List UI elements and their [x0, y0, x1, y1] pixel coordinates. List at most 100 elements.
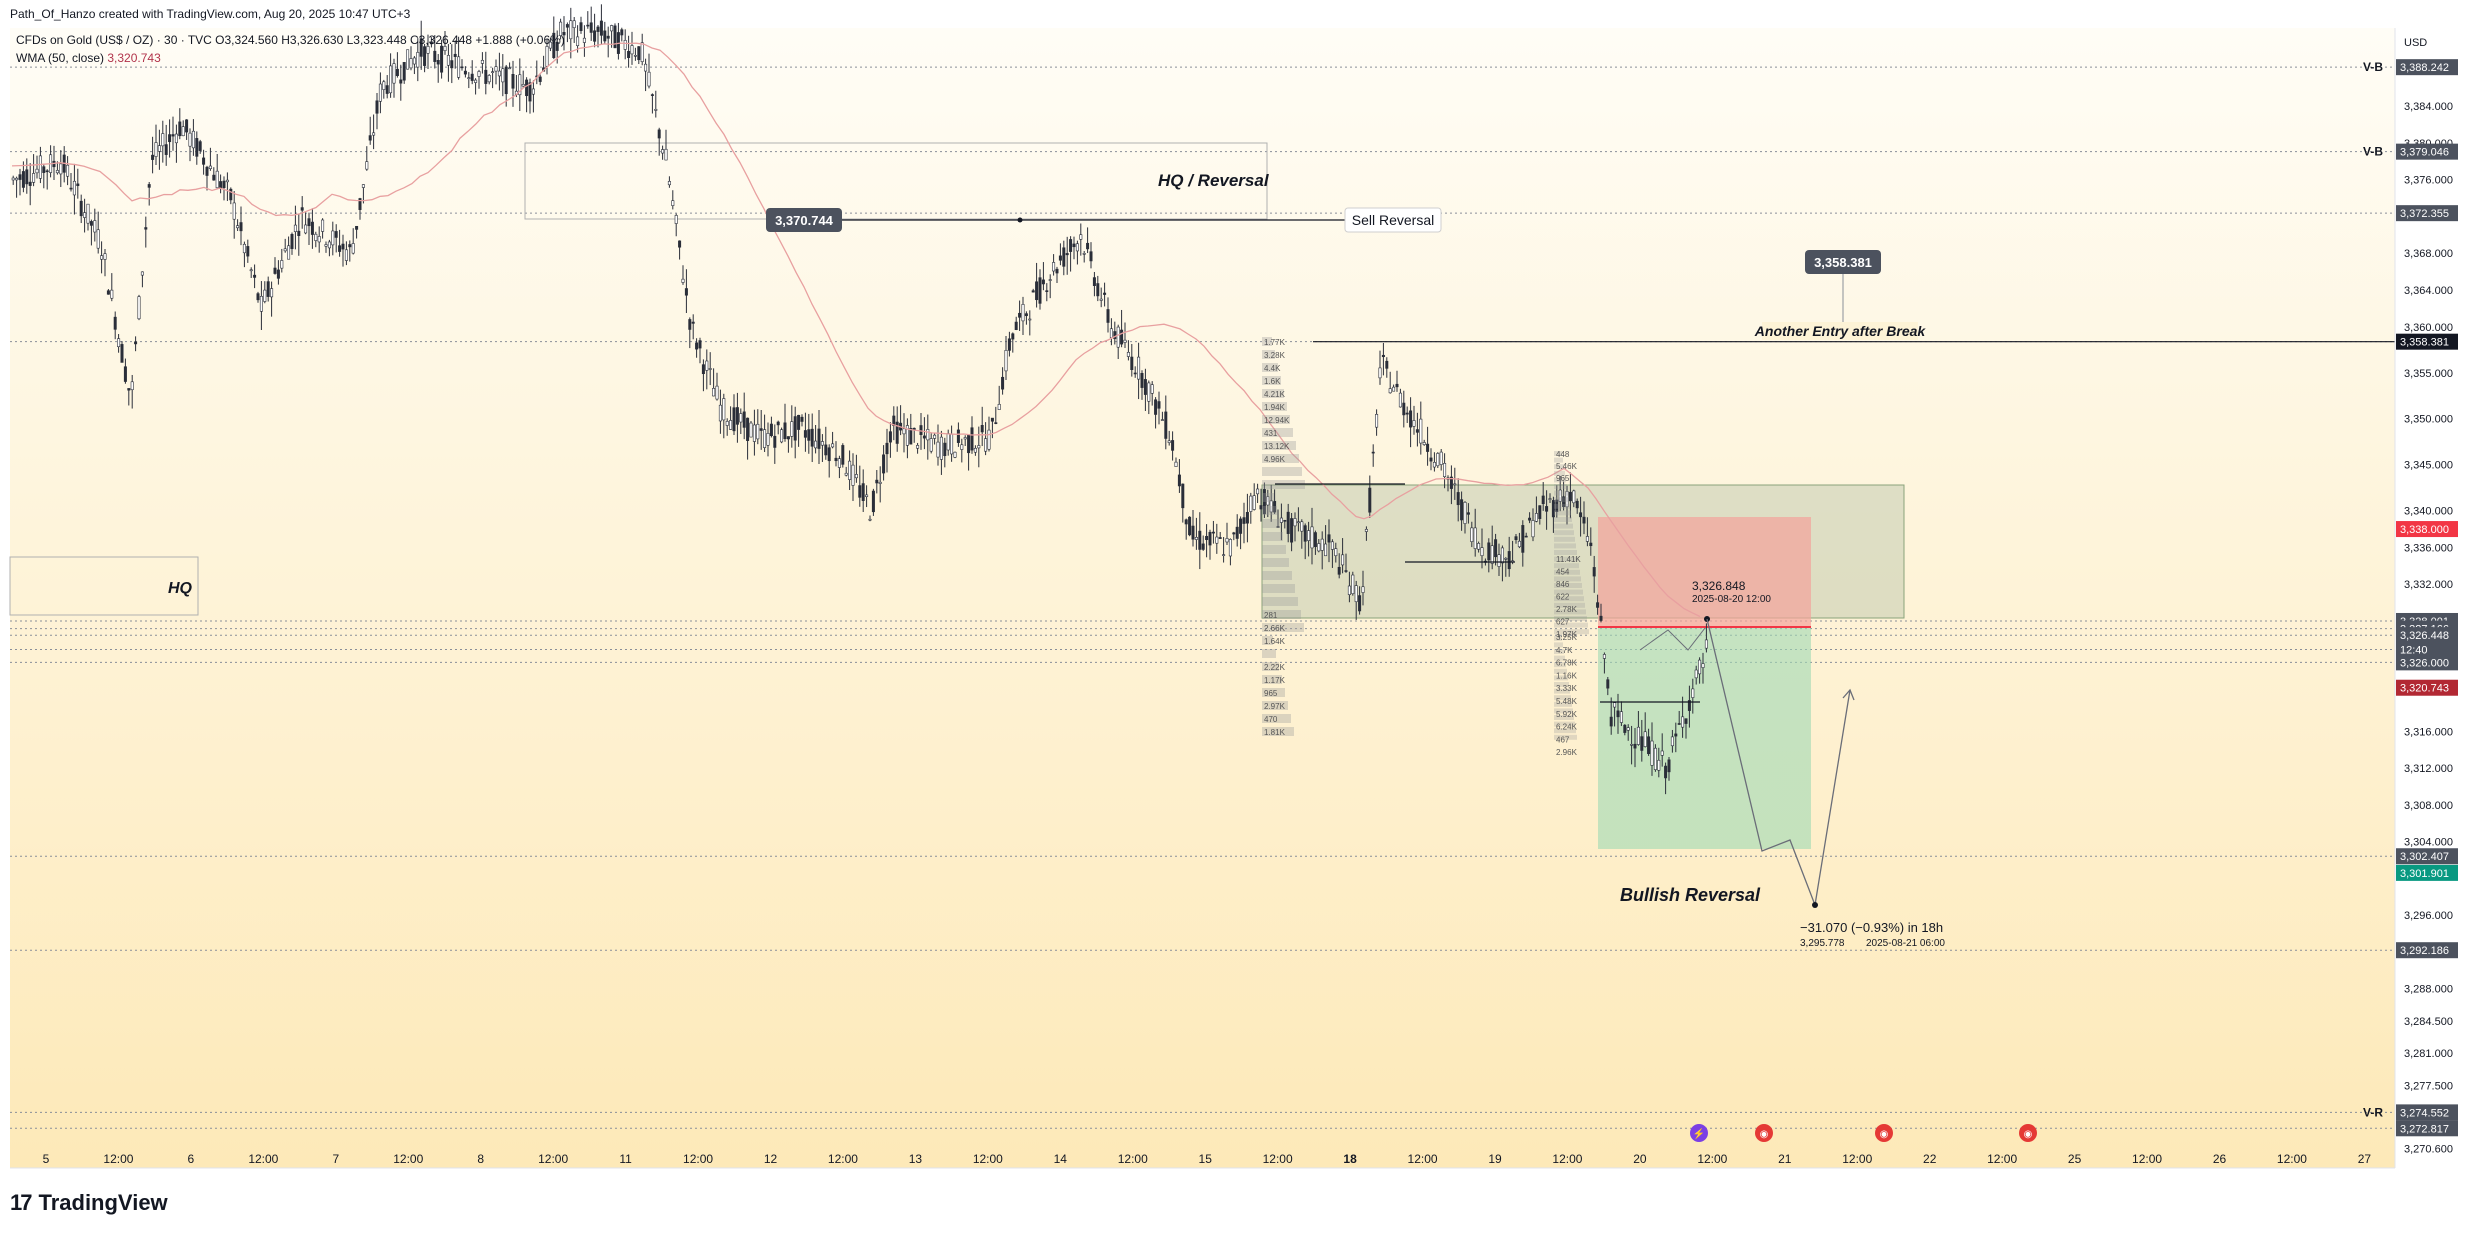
sell-price-tag — [766, 208, 842, 232]
candle-body — [589, 22, 593, 33]
candle-body — [596, 26, 600, 32]
candle-body — [627, 50, 631, 58]
volume-profile-label: 6.78K — [1556, 659, 1578, 668]
candle-body — [790, 421, 794, 437]
candle-body — [973, 447, 977, 453]
candle-body — [623, 40, 627, 50]
candle-body — [1160, 419, 1164, 421]
candle-body — [1028, 318, 1032, 321]
candle-body — [793, 416, 797, 441]
candle-body — [1279, 517, 1283, 523]
candle-body — [1473, 527, 1477, 549]
candle-body — [1422, 442, 1426, 445]
candle-body — [1432, 462, 1436, 468]
candle-body — [198, 141, 202, 151]
volume-profile-bar — [1554, 655, 1565, 661]
candle-body — [871, 490, 875, 513]
time-tick-label: 12 — [764, 1152, 778, 1166]
candle-body — [732, 407, 736, 432]
price-tag-label: 3,292.186 — [2400, 945, 2449, 957]
candle-body — [232, 202, 236, 220]
candle-body — [137, 296, 141, 320]
volume-profile-label: 1.17K — [1264, 676, 1286, 685]
candle-body — [1517, 540, 1521, 548]
candle-body — [1201, 543, 1205, 550]
volume-profile-bar — [1554, 602, 1585, 608]
candle-body — [885, 442, 889, 455]
candle-body — [1188, 516, 1192, 536]
candle-body — [1041, 279, 1045, 285]
volume-profile-bar — [1554, 662, 1566, 668]
candle-body — [208, 165, 212, 169]
candle-body — [144, 227, 148, 230]
candle-body — [1079, 234, 1083, 240]
price-tick-label: 3,281.000 — [2404, 1048, 2453, 1060]
candle-body — [1538, 505, 1542, 519]
projection-label: −31.070 (−0.93%) in 18h — [1800, 920, 1943, 935]
volume-profile-label: 1.64K — [1264, 637, 1286, 646]
candle-body — [83, 212, 87, 218]
candle-body — [1375, 414, 1379, 428]
price-tag — [2396, 641, 2458, 658]
candle-body — [1585, 536, 1589, 542]
candle-body — [273, 267, 277, 274]
candle-body — [1222, 554, 1226, 556]
candle-body — [1507, 551, 1511, 570]
wma-legend[interactable]: WMA (50, close) 3,320.743 — [16, 51, 161, 65]
candle-body — [1249, 495, 1253, 512]
volume-profile-bar — [1554, 536, 1575, 542]
time-tick-label: 12:00 — [393, 1152, 423, 1166]
candle-body — [1048, 279, 1052, 281]
tradingview-logo[interactable]: 17 TradingView — [10, 1190, 168, 1216]
candle-body — [1579, 512, 1583, 518]
candle-body — [1667, 759, 1671, 773]
hq-label: HQ — [168, 580, 193, 597]
candle-body — [460, 66, 464, 69]
symbol-name: CFDs on Gold (US$ / OZ) · 30 · TVC — [16, 33, 212, 47]
volume-profile-bar — [1262, 532, 1283, 541]
candle-body — [375, 100, 379, 114]
candle-body — [603, 30, 607, 42]
candle-body — [1548, 498, 1552, 500]
currency-label[interactable]: USD — [2404, 37, 2428, 49]
candle-body — [1477, 543, 1481, 550]
candle-body — [120, 344, 124, 363]
candle-body — [562, 32, 566, 36]
entry-price-tag — [1805, 250, 1881, 274]
ohlc-values: O3,324.560 H3,326.630 L3,323.448 C3,326.… — [215, 33, 565, 47]
candle-body — [722, 398, 726, 421]
candle-body — [1184, 519, 1188, 525]
candle-body — [338, 245, 342, 252]
candle-body — [1551, 500, 1555, 518]
candle-body — [1592, 567, 1596, 577]
volume-profile-bar — [1262, 649, 1276, 658]
candle-body — [191, 130, 195, 149]
candle-body — [953, 451, 957, 458]
time-tick-label: 12:00 — [2277, 1152, 2307, 1166]
candle-body — [21, 171, 25, 188]
hq-reversal-box — [524, 142, 1268, 220]
candle-body — [504, 66, 508, 95]
candle-body — [1062, 247, 1066, 267]
candle-body — [171, 134, 175, 137]
candle-body — [202, 157, 206, 165]
candle-body — [76, 183, 80, 187]
candle-body — [837, 458, 841, 468]
candle-body — [1317, 543, 1321, 552]
candle-body — [497, 70, 501, 77]
candle-body — [266, 281, 270, 297]
candle-body — [929, 438, 933, 452]
candle-body — [474, 79, 478, 83]
candle-body — [1623, 724, 1627, 733]
candle-body — [559, 21, 563, 36]
volume-profile-label: 454 — [1556, 568, 1570, 577]
candle-body — [963, 437, 967, 440]
candle-body — [752, 424, 756, 442]
candle-body — [69, 187, 73, 190]
candle-body — [1256, 488, 1260, 495]
price-tag — [2396, 521, 2458, 538]
volume-profile-bar — [1554, 642, 1563, 648]
candle-body — [528, 82, 532, 102]
candle-body — [1320, 538, 1324, 551]
